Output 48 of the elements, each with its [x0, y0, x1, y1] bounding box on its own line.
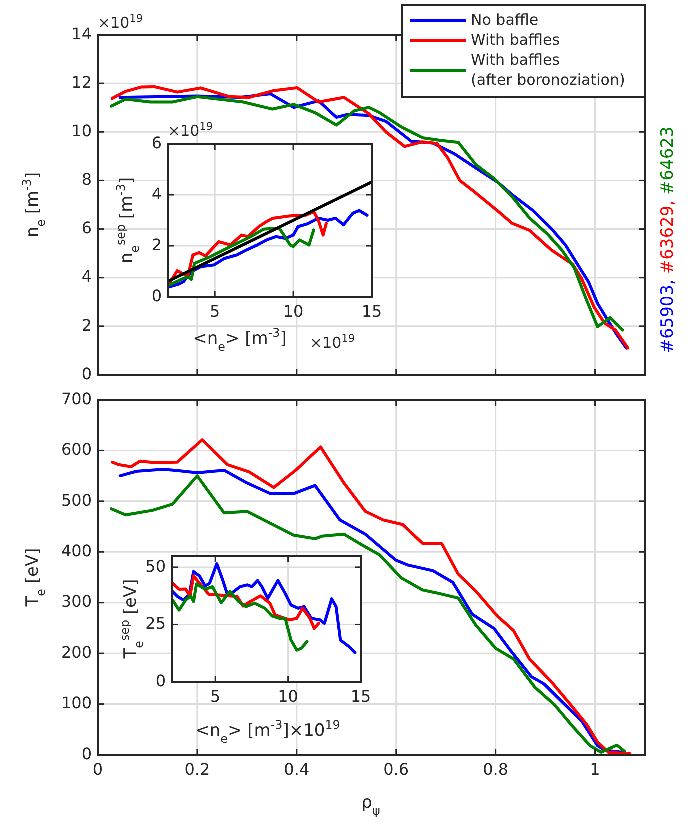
y-tick-label: 4 — [82, 267, 92, 286]
x-tick-label: 15 — [350, 687, 372, 706]
x-axis-title: <n$_{e}$> [m$^{-3}$] — [193, 326, 287, 354]
x-tick-label: 0.4 — [284, 760, 310, 779]
y-tick-label: 200 — [61, 642, 92, 662]
x-axis-title: ρ$_{ψ}$ — [362, 793, 380, 818]
legend-label: No baffle — [471, 11, 539, 30]
text: #65903, — [658, 280, 678, 354]
y-tick-label: 12 — [72, 72, 92, 92]
y-tick-label: 25 — [146, 614, 166, 634]
y-tick-label: 10 — [72, 122, 92, 141]
annotation: ×10$^{19}$ — [310, 333, 356, 352]
y-tick-label: 2 — [152, 235, 162, 254]
y-tick-label: 14 — [72, 24, 92, 44]
annotation: ×10$^{19}$ — [168, 121, 214, 140]
x-tick-label: 10 — [283, 302, 304, 321]
y-tick-label: 8 — [82, 170, 92, 190]
y-tick-label: 0 — [82, 364, 92, 384]
y-tick-label: 6 — [152, 133, 162, 152]
line-series — [168, 226, 316, 287]
y-tick-label: 300 — [61, 592, 92, 612]
x-axis-title: <n$_{e}$> [m$^{-3}$]×10$^{19}$ — [196, 718, 340, 746]
x-tick-label: 10 — [278, 687, 298, 706]
y-tick-label: 100 — [61, 694, 92, 713]
y-tick-label: 700 — [61, 389, 92, 408]
y-tick-label: 2 — [82, 316, 92, 335]
x-tick-label: 1 — [590, 760, 600, 779]
x-tick-label: 0.8 — [483, 760, 509, 779]
line-series — [172, 582, 309, 652]
y-tick-label: 0 — [156, 671, 166, 690]
y-tick-label: 0 — [82, 744, 92, 764]
x-tick-label: 0.6 — [384, 760, 410, 779]
x-tick-label: 5 — [210, 302, 220, 321]
y-tick-label: 0 — [152, 286, 162, 306]
y-tick-label: 400 — [61, 542, 92, 561]
y-tick-label: 600 — [61, 440, 92, 460]
y-tick-label: 4 — [152, 184, 162, 204]
x-tick-label: 0.2 — [184, 760, 210, 779]
text: #63629, — [658, 200, 678, 280]
text: ×10$^{19}$ — [98, 13, 144, 32]
x-tick-label: 5 — [210, 687, 221, 706]
y-tick-label: 500 — [61, 490, 92, 510]
legend-label: With baffles — [471, 31, 560, 50]
legend-label: With baffles (after boronoziation) — [471, 51, 626, 90]
x-tick-label: 15 — [362, 302, 382, 321]
y-tick-label: 6 — [82, 218, 92, 238]
text: #64623 — [658, 126, 678, 200]
y-tick-label: 50 — [146, 556, 166, 576]
